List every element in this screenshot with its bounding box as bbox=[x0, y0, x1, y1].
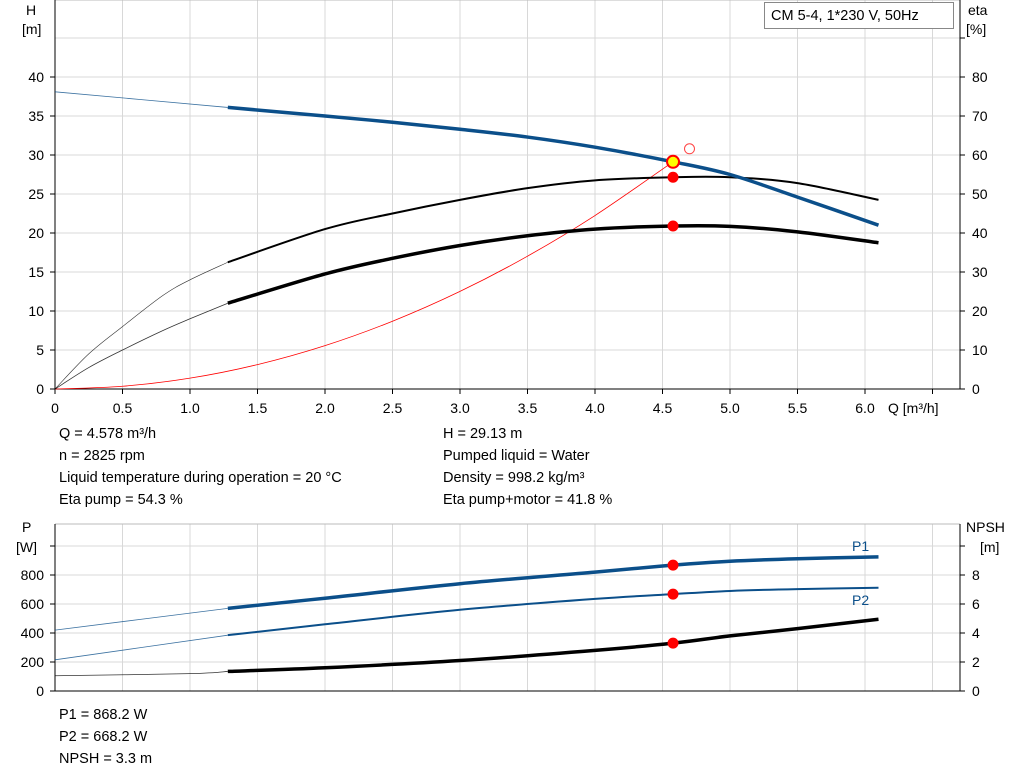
y2-tick-label: 80 bbox=[972, 69, 988, 85]
x-tick-label: 3.5 bbox=[518, 400, 538, 416]
head-curve-extension bbox=[54, 91, 228, 108]
y-tick-label: 25 bbox=[28, 186, 44, 202]
npsh-point bbox=[667, 637, 679, 649]
info-density: Density = 998.2 kg/m³ bbox=[443, 470, 585, 486]
info-liquid: Pumped liquid = Water bbox=[443, 448, 590, 464]
y2-tick-label: 70 bbox=[972, 108, 988, 124]
npsh-curve bbox=[227, 617, 879, 674]
x-tick-label: 0.5 bbox=[113, 400, 133, 416]
info-eta-pump: Eta pump = 54.3 % bbox=[59, 492, 183, 508]
info-flow: Q = 4.578 m³/h bbox=[59, 426, 157, 442]
p-axis-label: P bbox=[22, 519, 31, 535]
y2-tick-label: 50 bbox=[972, 186, 988, 202]
info-temperature: Liquid temperature during operation = 20… bbox=[59, 470, 342, 486]
y-tick-label: 5 bbox=[36, 342, 44, 358]
eta-pump-motor-point bbox=[667, 220, 679, 232]
x-tick-label: 2.5 bbox=[383, 400, 403, 416]
npsh-axis-unit: [m] bbox=[980, 539, 999, 555]
eta-pump-curve bbox=[227, 175, 879, 264]
x-tick-label: 4.0 bbox=[585, 400, 605, 416]
y-tick-label: 40 bbox=[28, 69, 44, 85]
p1-curve bbox=[227, 555, 879, 611]
x-tick-label: 1.0 bbox=[180, 400, 200, 416]
x-tick-label: 2.0 bbox=[315, 400, 335, 416]
y-tick-label: 30 bbox=[28, 147, 44, 163]
system-curve bbox=[54, 161, 674, 390]
x-tick-label: 6.0 bbox=[855, 400, 875, 416]
y-axis-label: H bbox=[26, 2, 36, 18]
x-tick-label: 1.5 bbox=[248, 400, 268, 416]
y-tick-label: 35 bbox=[28, 108, 44, 124]
p1-point bbox=[667, 559, 679, 571]
p-tick-label: 400 bbox=[21, 625, 45, 641]
p1-series-label: P1 bbox=[852, 538, 869, 554]
chart-title: CM 5-4, 1*230 V, 50Hz bbox=[764, 2, 954, 29]
y2-tick-label: 10 bbox=[972, 342, 988, 358]
eta-pump-curve-extension bbox=[54, 261, 228, 390]
y2-axis-unit: [%] bbox=[966, 21, 986, 37]
eta-pump-motor-curve-extension bbox=[54, 302, 228, 390]
y2-tick-label: 40 bbox=[972, 225, 988, 241]
npsh-tick-label: 8 bbox=[972, 567, 980, 583]
x-tick-label: 5.0 bbox=[720, 400, 740, 416]
y2-axis-label: eta bbox=[968, 2, 988, 18]
eta-pump-point bbox=[667, 171, 679, 183]
y2-tick-label: 60 bbox=[972, 147, 988, 163]
y-tick-label: 10 bbox=[28, 303, 44, 319]
y2-tick-label: 0 bbox=[972, 381, 980, 397]
p-tick-label: 600 bbox=[21, 596, 45, 612]
info-eta-pump-motor: Eta pump+motor = 41.8 % bbox=[443, 492, 613, 508]
duty-point bbox=[666, 154, 681, 169]
x-tick-label: 0 bbox=[51, 400, 59, 416]
npsh-curve-extension bbox=[54, 671, 228, 677]
p-axis-unit: [W] bbox=[16, 539, 37, 555]
info-bottom: P1 = 868.2 W P2 = 668.2 W NPSH = 3.3 m bbox=[59, 704, 152, 770]
p2-curve-extension bbox=[54, 634, 228, 661]
p-tick-label: 800 bbox=[21, 567, 45, 583]
npsh-axis-label: NPSH bbox=[966, 519, 1005, 535]
info-npsh: NPSH = 3.3 m bbox=[59, 751, 153, 767]
x-tick-label: 4.5 bbox=[653, 400, 673, 416]
y-tick-label: 20 bbox=[28, 225, 44, 241]
x-tick-label: 5.5 bbox=[788, 400, 808, 416]
p-tick-label: 200 bbox=[21, 654, 45, 670]
npsh-tick-label: 4 bbox=[972, 625, 980, 641]
x-axis-label: Q [m³/h] bbox=[888, 400, 939, 416]
npsh-tick-label: 0 bbox=[972, 683, 980, 699]
info-p2: P2 = 668.2 W bbox=[59, 729, 148, 745]
p1-curve-extension bbox=[54, 607, 228, 631]
npsh-tick-label: 6 bbox=[972, 596, 980, 612]
npsh-tick-label: 2 bbox=[972, 654, 980, 670]
y2-tick-label: 20 bbox=[972, 303, 988, 319]
head-curve bbox=[227, 105, 880, 227]
hollow-point bbox=[684, 143, 695, 155]
x-tick-label: 3.0 bbox=[450, 400, 470, 416]
info-right: H = 29.13 m Pumped liquid = Water Densit… bbox=[443, 423, 612, 511]
y2-tick-label: 30 bbox=[972, 264, 988, 280]
info-p1: P1 = 868.2 W bbox=[59, 707, 148, 723]
y-tick-label: 15 bbox=[28, 264, 44, 280]
p2-point bbox=[667, 588, 679, 600]
info-left: Q = 4.578 m³/h n = 2825 rpm Liquid tempe… bbox=[59, 423, 342, 511]
p-tick-label: 0 bbox=[36, 683, 44, 699]
y-tick-label: 0 bbox=[36, 381, 44, 397]
p2-series-label: P2 bbox=[852, 592, 869, 608]
p2-curve bbox=[227, 586, 879, 637]
info-speed: n = 2825 rpm bbox=[59, 448, 145, 464]
y-axis-unit: [m] bbox=[22, 21, 41, 37]
info-head: H = 29.13 m bbox=[443, 426, 523, 442]
eta-pump-motor-curve bbox=[227, 223, 879, 305]
